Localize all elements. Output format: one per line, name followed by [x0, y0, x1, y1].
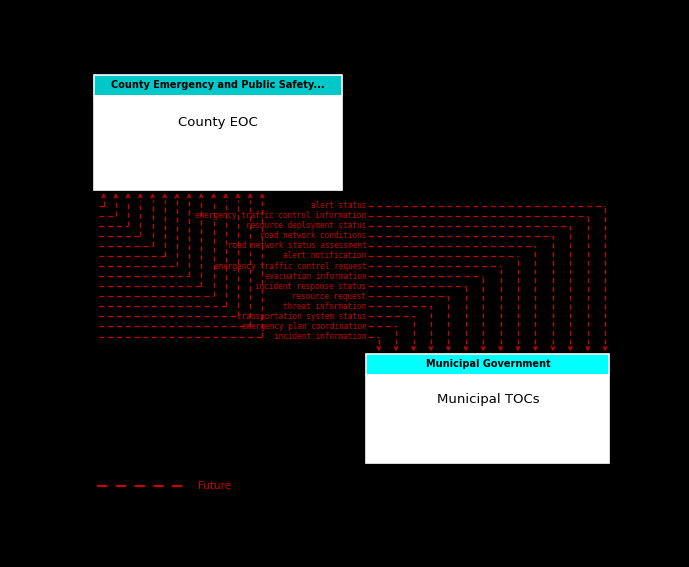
- Text: Future: Future: [198, 481, 232, 491]
- Text: alert notification: alert notification: [283, 251, 367, 260]
- Bar: [94, 75, 342, 96]
- Text: Municipal Government: Municipal Government: [426, 359, 551, 370]
- Text: road network status assessment: road network status assessment: [227, 242, 367, 251]
- Text: resource deployment status: resource deployment status: [246, 221, 367, 230]
- Text: alert status: alert status: [311, 201, 367, 210]
- Text: incident information: incident information: [274, 332, 367, 341]
- Text: transportation system status: transportation system status: [237, 312, 367, 321]
- Text: road network conditions: road network conditions: [260, 231, 367, 240]
- Bar: [94, 96, 342, 191]
- Bar: [367, 354, 609, 375]
- Text: incident response status: incident response status: [256, 282, 367, 291]
- Text: County Emergency and Public Safety...: County Emergency and Public Safety...: [112, 80, 325, 90]
- Text: emergency traffic control request: emergency traffic control request: [214, 261, 367, 270]
- Bar: [367, 375, 609, 463]
- Text: Municipal TOCs: Municipal TOCs: [437, 393, 539, 406]
- Text: emergency plan coordination: emergency plan coordination: [242, 322, 367, 331]
- Text: emergency traffic control information: emergency traffic control information: [196, 211, 367, 220]
- Text: County EOC: County EOC: [178, 116, 258, 129]
- Text: evacuation information: evacuation information: [265, 272, 367, 281]
- Text: resource request: resource request: [292, 292, 367, 301]
- Text: threat information: threat information: [283, 302, 367, 311]
